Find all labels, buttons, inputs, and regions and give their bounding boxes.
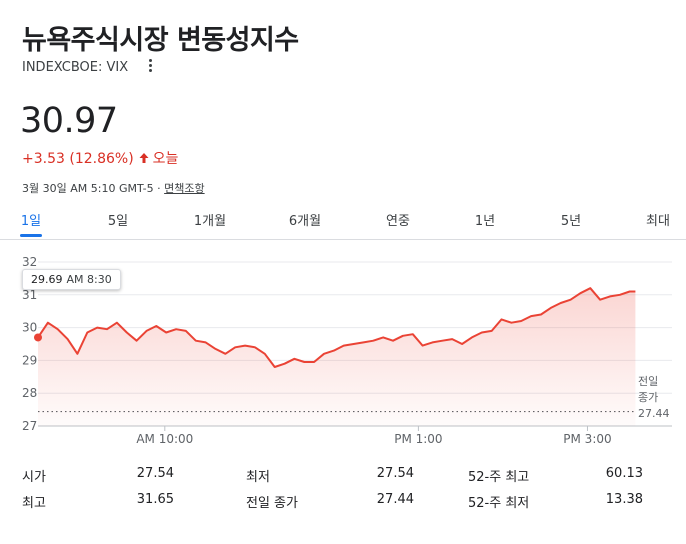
ticker-symbol: INDEXCBOE: VIX (22, 60, 129, 75)
stat-value-open: 27.54 (136, 466, 174, 481)
disclaimer-link[interactable]: 면책조항 (164, 182, 205, 195)
current-price: 30.97 (20, 101, 118, 141)
change-period: 오늘 (152, 151, 179, 167)
key-stats: 시가 27.54 최저 27.54 52-주 최고 60.13 최고 31.65… (22, 466, 652, 518)
x-tick-label: PM 1:00 (394, 432, 442, 446)
tab-7[interactable]: 최대 (646, 214, 670, 229)
previous-close-value: 27.44 (638, 407, 670, 420)
tab-3[interactable]: 6개월 (288, 214, 322, 229)
tooltip-time: AM 8:30 (66, 273, 112, 286)
y-tick-label: 28 (22, 386, 37, 400)
stats-row: 최고 31.65 전일 종가 27.44 52-주 최저 13.38 (22, 492, 652, 518)
stat-label-low: 최저 (246, 470, 270, 485)
previous-close-label: 전일 종가 (638, 375, 659, 404)
hover-point-marker (34, 333, 42, 342)
stat-value-low: 27.54 (376, 466, 414, 481)
stat-value-prev-close: 27.44 (376, 492, 414, 507)
more-options-icon[interactable] (144, 57, 156, 75)
tab-1[interactable]: 5일 (107, 214, 129, 229)
stat-label-52w-high: 52-주 최고 (468, 470, 530, 485)
change-value: +3.53 (12.86%) (22, 151, 134, 167)
tabs-divider (0, 239, 686, 240)
y-tick-label: 31 (22, 288, 37, 302)
price-change: +3.53 (12.86%) 오늘 (22, 148, 178, 168)
stat-label-high: 최고 (22, 496, 46, 511)
stat-value-high: 31.65 (136, 492, 174, 507)
y-tick-label: 30 (22, 321, 37, 335)
active-tab-indicator (20, 234, 42, 237)
x-tick-label: PM 3:00 (563, 432, 611, 446)
quote-meta: 3월 30일 AM 5:10 GMT-5 · 면책조항 (22, 180, 205, 196)
series-area (38, 288, 636, 426)
stat-label-52w-low: 52-주 최저 (468, 496, 530, 511)
x-tick-label: AM 10:00 (136, 432, 193, 446)
stat-value-52w-high: 60.13 (605, 466, 643, 481)
tab-2[interactable]: 1개월 (193, 214, 227, 229)
arrow-up-icon (139, 153, 149, 163)
previous-close-marker: 전일 종가 27.44 (638, 374, 670, 422)
page-title: 뉴욕주식시장 변동성지수 (22, 25, 299, 56)
series-line (37, 287, 636, 368)
tooltip-value: 29.69 (31, 273, 63, 286)
tab-4[interactable]: 연중 (386, 214, 410, 229)
y-tick-label: 32 (22, 255, 37, 269)
stat-value-52w-low: 13.38 (605, 492, 643, 507)
chart-tooltip: 29.69 AM 8:30 (22, 269, 121, 290)
quote-timestamp: 3월 30일 AM 5:10 GMT-5 · (22, 182, 165, 195)
tab-0[interactable]: 1일 (20, 214, 42, 229)
stat-label-prev-close: 전일 종가 (246, 496, 298, 511)
tab-6[interactable]: 5년 (560, 214, 582, 229)
stats-row: 시가 27.54 최저 27.54 52-주 최고 60.13 (22, 466, 652, 492)
stat-label-open: 시가 (22, 470, 46, 485)
y-tick-label: 27 (22, 419, 37, 433)
tab-5[interactable]: 1년 (474, 214, 496, 229)
price-chart[interactable]: 32 31 30 29 28 27 AM 10:00 PM 1:00 PM 3:00 (0, 248, 686, 448)
y-tick-label: 29 (22, 353, 37, 367)
range-tabs: 1일 5일 1개월 6개월 연중 1년 5년 최대 (0, 210, 686, 238)
